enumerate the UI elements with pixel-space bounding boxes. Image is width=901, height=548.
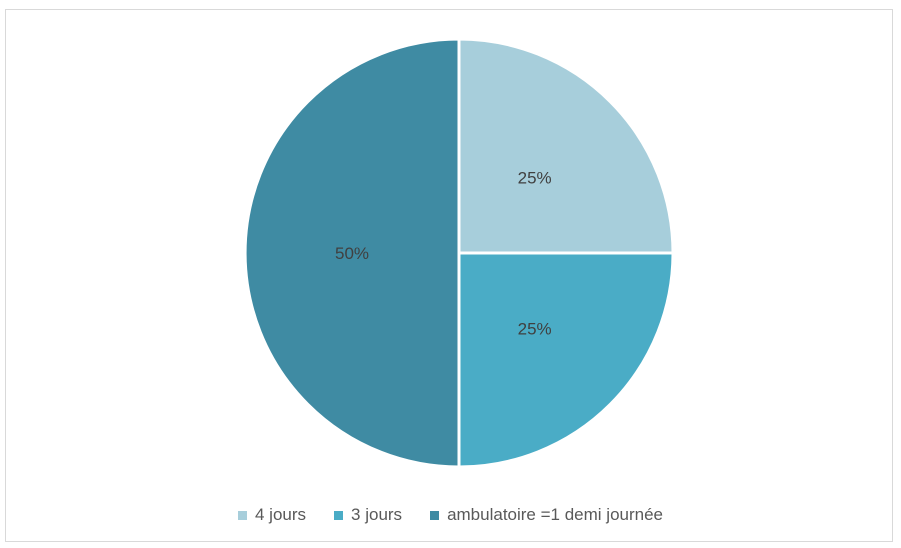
legend-swatch-3-jours bbox=[334, 510, 344, 520]
legend-label-4-jours: 4 jours bbox=[255, 505, 307, 524]
legend-label-ambulatoire: ambulatoire =1 demi journée bbox=[447, 505, 663, 524]
pie-slices bbox=[243, 37, 675, 469]
pie-label-4-jours: 25% bbox=[518, 168, 552, 187]
pie-label-ambulatoire: 50% bbox=[335, 244, 369, 263]
legend-label-3-jours: 3 jours bbox=[351, 505, 403, 524]
legend-swatch-4-jours bbox=[238, 510, 247, 520]
pie-slice-3-jours bbox=[457, 251, 675, 469]
legend: 4 jours 3 jours ambulatoire =1 demi jour… bbox=[0, 500, 901, 530]
pie-slice-ambulatoire bbox=[243, 37, 461, 469]
pie-slice-4-jours bbox=[457, 37, 675, 255]
pie-labels: 25% 25% 50% bbox=[335, 168, 552, 338]
pie-label-3-jours: 25% bbox=[518, 320, 552, 339]
legend-item-4-jours: 4 jours bbox=[238, 505, 306, 525]
legend-item-ambulatoire: ambulatoire =1 demi journée bbox=[430, 505, 663, 525]
legend-item-3-jours: 3 jours bbox=[334, 505, 402, 525]
legend-swatch-ambulatoire bbox=[430, 510, 440, 520]
